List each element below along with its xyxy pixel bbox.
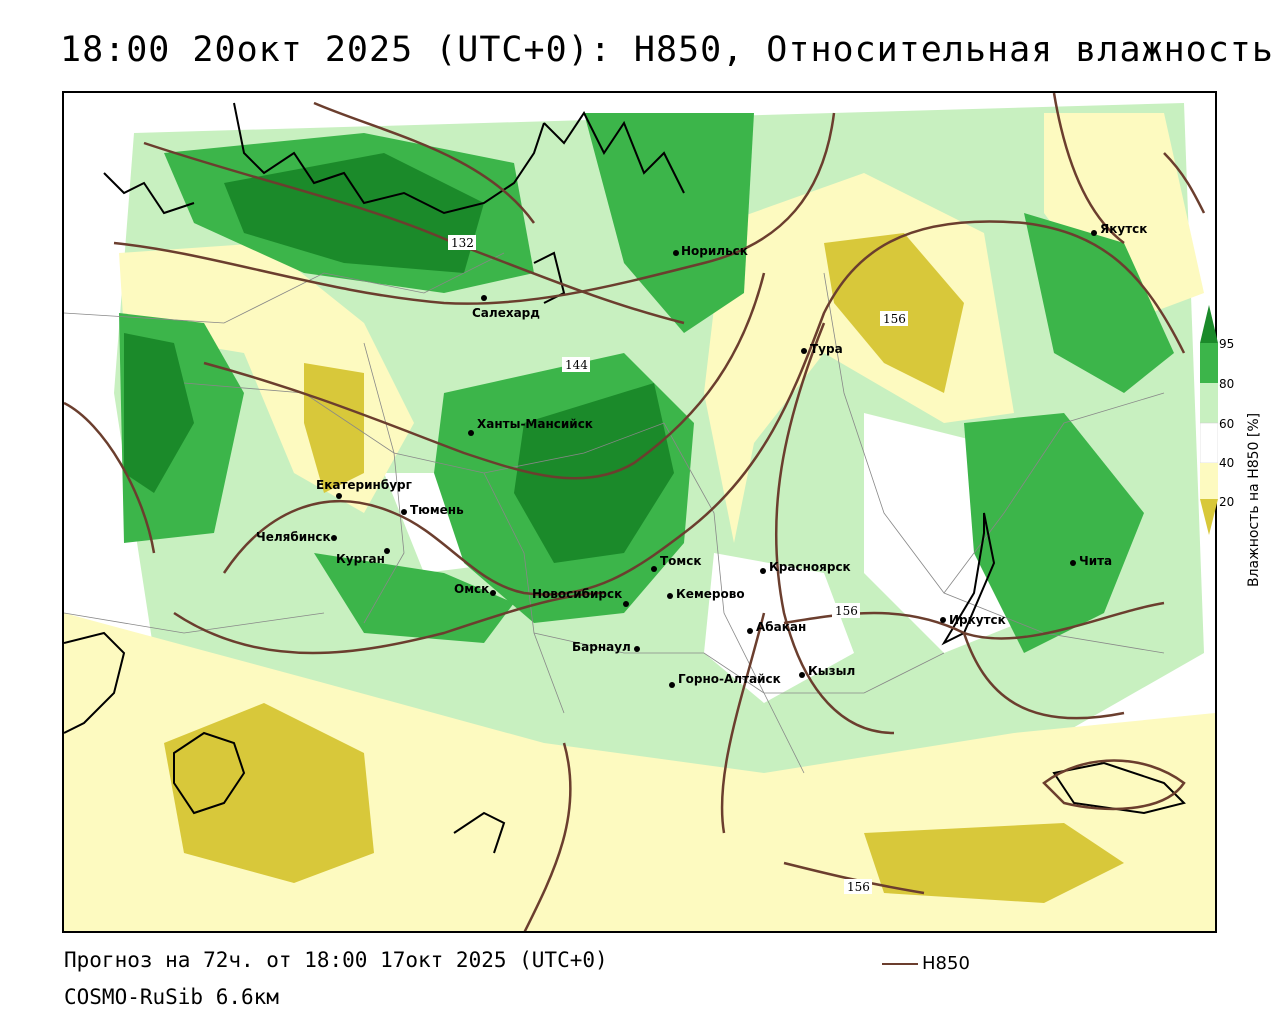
humidity-area-40	[704, 173, 1014, 543]
svg-text:Екатеринбург: Екатеринбург	[316, 478, 412, 492]
forecast-info: Прогноз на 72ч. от 18:00 17окт 2025 (UTC…	[64, 948, 608, 972]
humidity-area-20	[164, 703, 374, 883]
city-barnaul: Барнаул	[572, 640, 640, 654]
city-salekhard: Салехард	[472, 295, 540, 320]
city-kurgan: Курган	[336, 548, 390, 566]
humidity-colorbar	[1200, 305, 1218, 535]
svg-text:Норильск: Норильск	[681, 244, 748, 258]
svg-text:Кызыл: Кызыл	[808, 664, 855, 678]
city-gorno-altaysk: Горно-Алтайск	[669, 672, 781, 688]
model-name: COSMO-RuSib 6.6км	[64, 985, 279, 1009]
svg-text:Салехард: Салехард	[472, 306, 540, 320]
humidity-area-95	[514, 383, 674, 563]
city-markers: Норильск Якутск Салехард Тура Ханты-Манс…	[256, 222, 1147, 688]
contour-label: 156	[883, 312, 906, 326]
colorbar-tick: 60	[1219, 417, 1235, 431]
svg-text:Томск: Томск	[660, 554, 702, 568]
map-canvas: 132 144 156 156 156 Норильск Якутск Сале…	[64, 93, 1215, 931]
city-abakan: Абакан	[747, 620, 806, 634]
city-tomsk: Томск	[651, 554, 702, 572]
humidity-area-95	[224, 153, 484, 273]
contour-labels: 132 144 156 156 156	[448, 235, 908, 894]
colorbar-tick: 20	[1219, 495, 1235, 509]
city-chelyabinsk: Челябинск	[256, 530, 337, 544]
city-omsk: Омск	[454, 582, 496, 596]
svg-text:Новосибирск: Новосибирск	[532, 587, 622, 601]
city-novosibirsk: Новосибирск	[532, 587, 629, 607]
svg-text:Кемерово: Кемерово	[676, 587, 745, 601]
svg-text:Горно-Алтайск: Горно-Алтайск	[678, 672, 781, 686]
humidity-field	[64, 103, 1215, 931]
colorbar-arrow-top	[1200, 305, 1218, 343]
humidity-area-20	[864, 823, 1124, 903]
svg-text:Чита: Чита	[1079, 554, 1112, 568]
city-tyumen: Тюмень	[401, 503, 464, 517]
city-norilsk: Норильск	[673, 244, 748, 258]
svg-text:Ханты-Мансийск: Ханты-Мансийск	[477, 417, 593, 431]
contour-label: 132	[451, 236, 474, 250]
svg-text:Иркутск: Иркутск	[949, 613, 1006, 627]
weather-map[interactable]: 132 144 156 156 156 Норильск Якутск Сале…	[62, 91, 1217, 933]
contour-label: 156	[835, 604, 858, 618]
city-kemerovo: Кемерово	[667, 587, 745, 601]
svg-text:Барнаул: Барнаул	[572, 640, 631, 654]
svg-text:Якутск: Якутск	[1100, 222, 1147, 236]
svg-text:Абакан: Абакан	[756, 620, 806, 634]
colorbar-tick: 40	[1219, 456, 1235, 470]
colorbar-title: Влажность на H850 [%]	[1246, 412, 1262, 587]
humidity-area-80	[584, 113, 754, 333]
humidity-area-white	[704, 553, 854, 703]
svg-text:Тюмень: Тюмень	[410, 503, 464, 517]
city-irkutsk: Иркутск	[940, 613, 1006, 627]
map-title: 18:00 20окт 2025 (UTC+0): H850, Относите…	[60, 30, 1274, 70]
h850-legend-line	[882, 963, 918, 965]
svg-text:Тура: Тура	[810, 342, 843, 356]
region-borders	[64, 252, 1165, 774]
humidity-area-80	[964, 413, 1144, 653]
humidity-area-80	[314, 553, 514, 643]
coastlines	[64, 102, 1186, 854]
svg-text:Омск: Омск	[454, 582, 489, 596]
svg-text:Курган: Курган	[336, 552, 385, 566]
city-khanty-mansiysk: Ханты-Мансийск	[468, 417, 593, 436]
city-yekaterinburg: Екатеринбург	[316, 478, 412, 499]
humidity-area-40	[1044, 113, 1204, 323]
contour-label: 144	[565, 358, 588, 372]
colorbar-arrow-bottom	[1200, 499, 1218, 535]
svg-text:Челябинск: Челябинск	[256, 530, 331, 544]
city-krasnoyarsk: Красноярск	[760, 560, 851, 574]
colorbar-tick: 80	[1219, 377, 1235, 391]
city-tura: Тура	[801, 342, 843, 356]
contour-label: 156	[847, 880, 870, 894]
humidity-area-95	[124, 333, 194, 493]
city-yakutsk: Якутск	[1091, 222, 1147, 236]
h850-legend-label: H850	[922, 953, 970, 974]
city-kyzyl: Кызыл	[799, 664, 855, 678]
humidity-area-80	[1024, 213, 1174, 393]
humidity-area-20	[304, 363, 364, 493]
svg-text:Красноярск: Красноярск	[769, 560, 851, 574]
city-chita: Чита	[1070, 554, 1112, 568]
colorbar-tick: 95	[1219, 337, 1235, 351]
